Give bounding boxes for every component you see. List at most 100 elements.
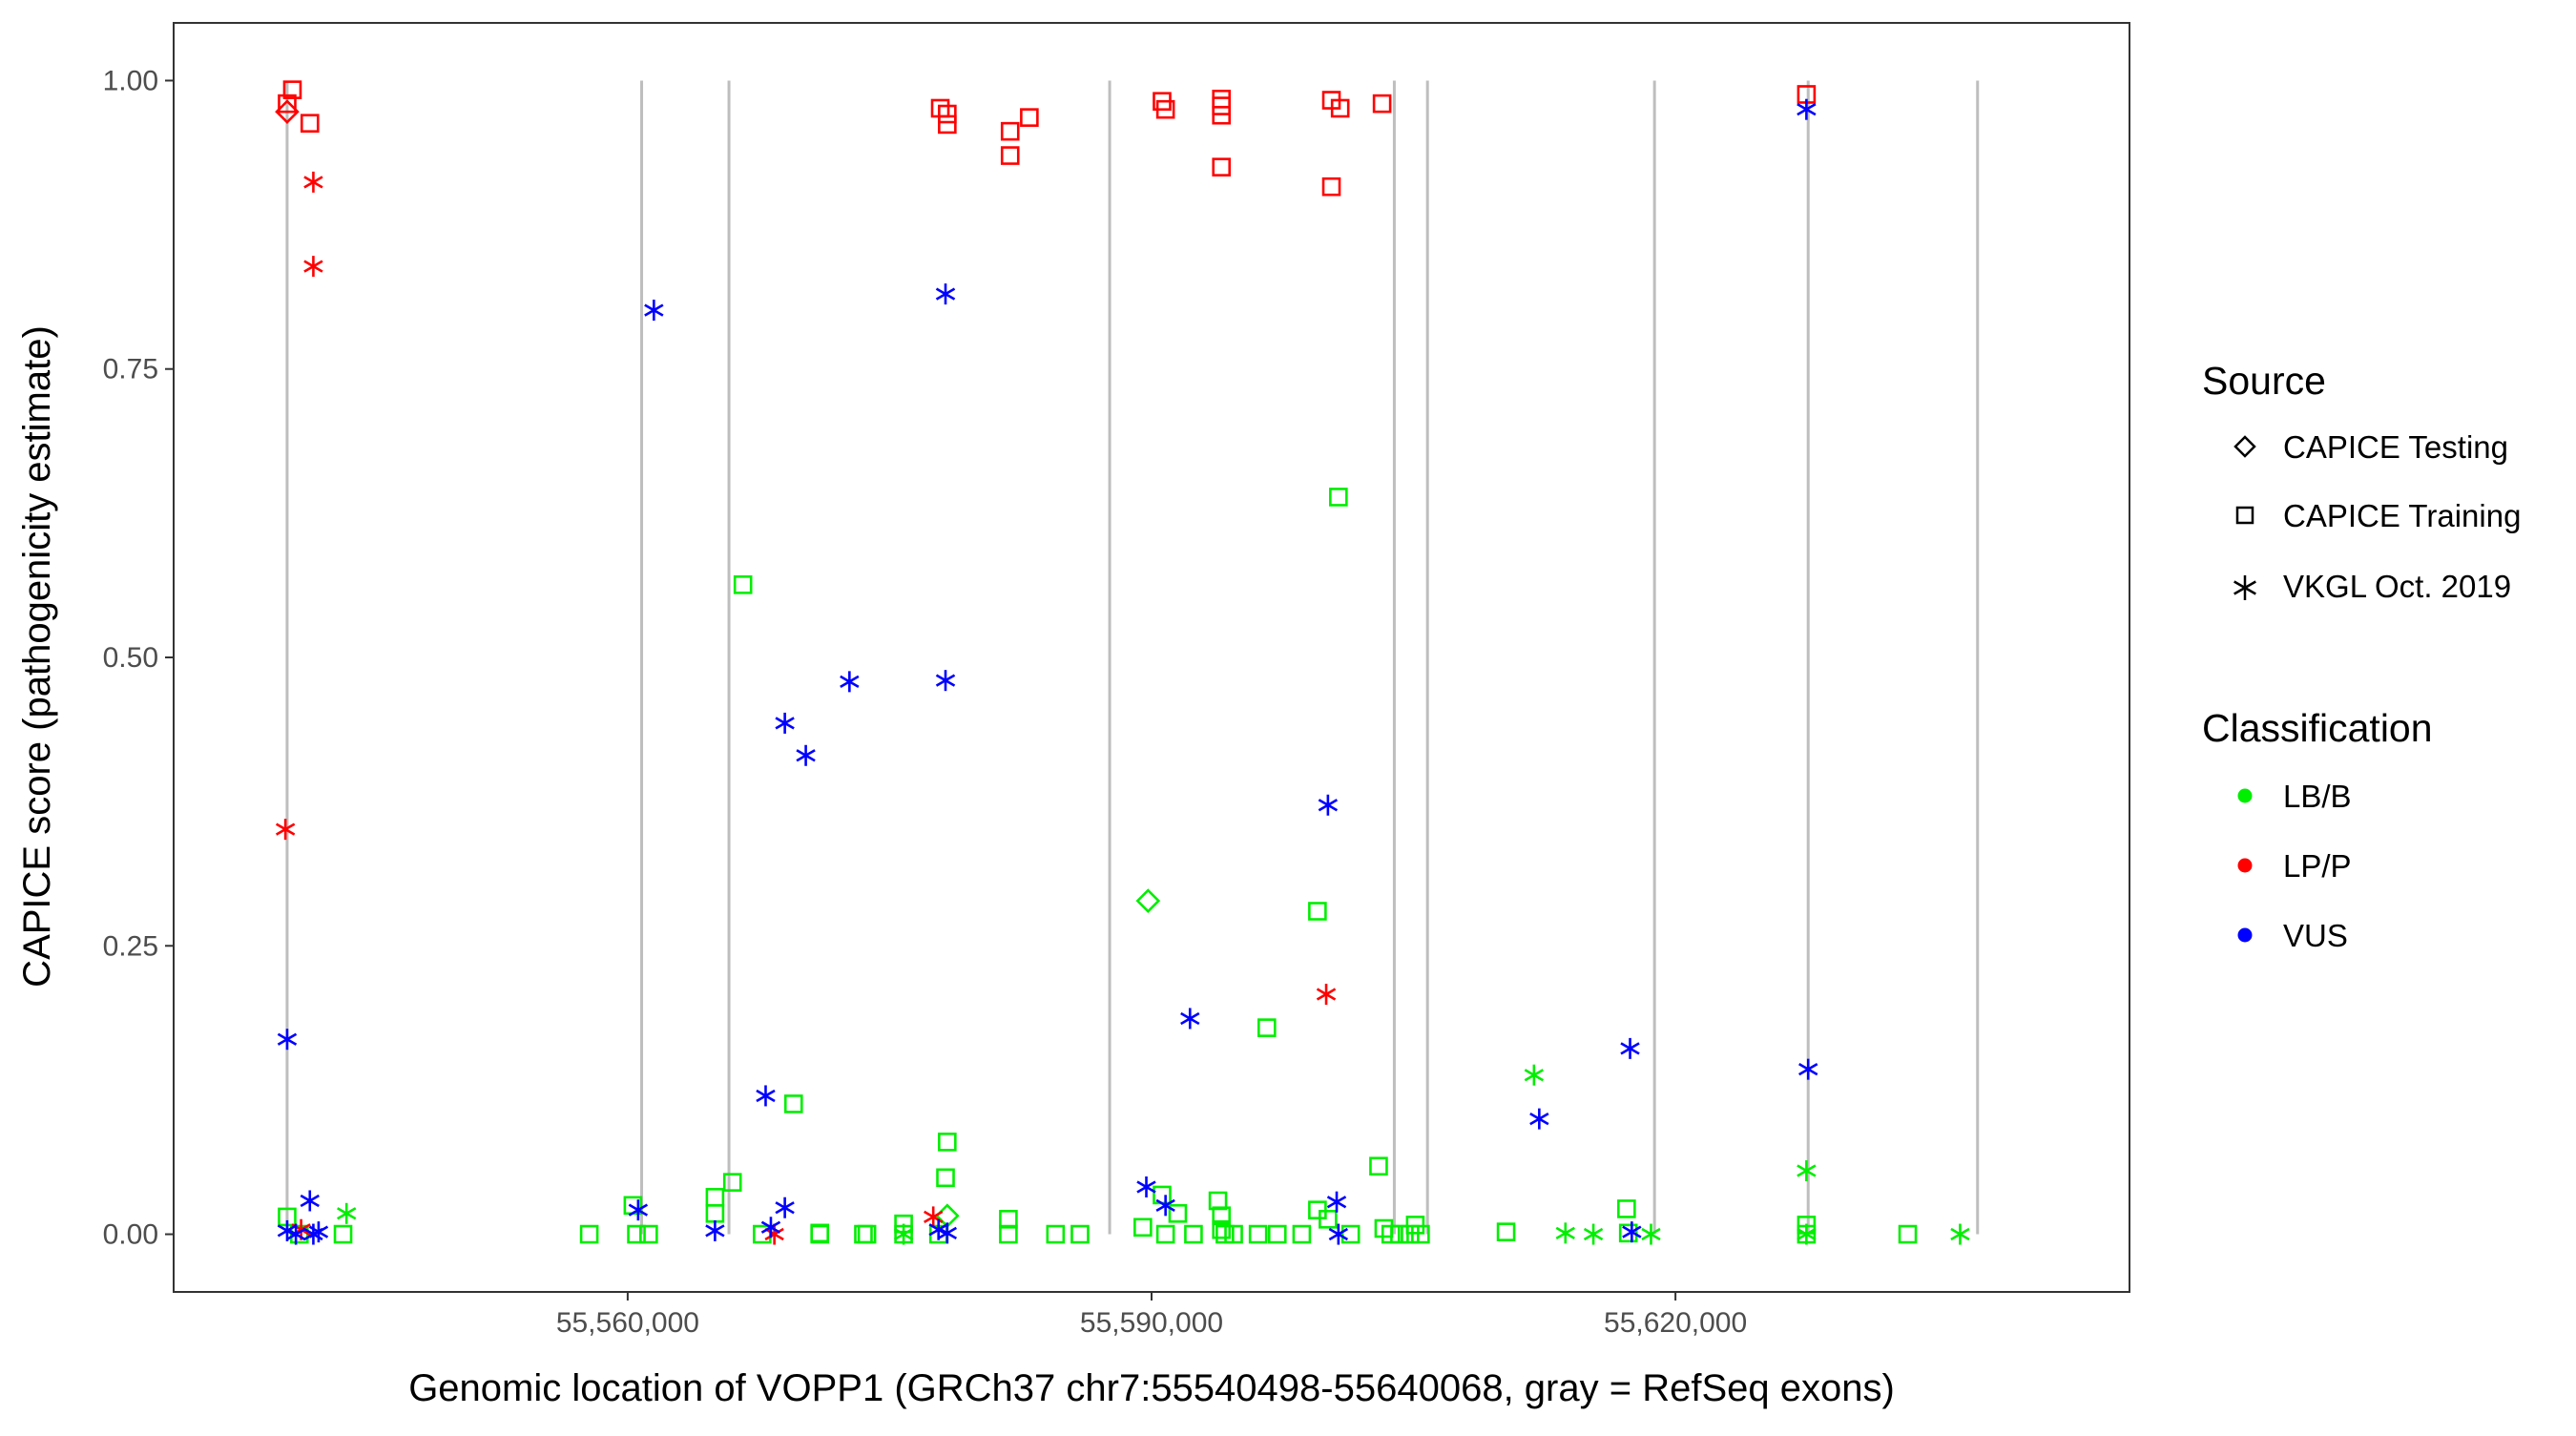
data-point (1248, 1224, 1268, 1244)
data-point (1797, 1160, 1817, 1182)
data-point (1340, 1224, 1361, 1244)
data-point (756, 1085, 776, 1107)
legend-item-lb-b: LB/B (2237, 779, 2352, 814)
data-point (1184, 1224, 1203, 1244)
data-point (308, 1221, 329, 1243)
data-point (1155, 99, 1175, 119)
series-capice-training-lp-p (278, 80, 1817, 197)
data-point (644, 300, 664, 322)
data-point (300, 114, 320, 133)
data-point (1524, 1064, 1545, 1086)
data-point (935, 283, 956, 305)
data-point (639, 1224, 658, 1244)
data-point (775, 1197, 795, 1218)
legend-item-vkgl: VKGL Oct. 2019 (2233, 569, 2511, 604)
data-point (1898, 1224, 1918, 1244)
data-point (300, 1190, 320, 1212)
data-point (1330, 98, 1350, 118)
legend-item-capice-testing: CAPICE Testing (2233, 429, 2508, 465)
data-point (936, 1168, 955, 1188)
y-tick-label: 1.00 (103, 65, 158, 96)
data-point (937, 1222, 958, 1244)
data-point (1224, 1224, 1243, 1244)
axes: 0.00 0.25 0.50 0.75 1.00 55,560,000 55,590,000… (103, 65, 1748, 1339)
y-axis-title: CAPICE score (pathogenicity estimate) (16, 325, 58, 988)
legend-diamond-icon (2233, 435, 2256, 458)
data-point (840, 671, 860, 693)
data-point (1267, 1224, 1287, 1244)
data-point (1369, 1156, 1388, 1176)
data-point (275, 819, 296, 841)
data-point (1155, 1224, 1175, 1244)
data-point (1618, 1223, 1638, 1243)
data-points (275, 80, 1970, 1245)
data-point (857, 1224, 877, 1244)
data-point (1620, 1037, 1640, 1059)
data-point (1583, 1223, 1604, 1245)
data-point (277, 1029, 298, 1051)
x-tick-label: 55,590,000 (1080, 1307, 1223, 1339)
data-point (1135, 888, 1161, 913)
y-tick-label: 0.75 (103, 354, 158, 385)
exon-lines (285, 80, 1980, 1235)
data-point (278, 94, 297, 114)
data-point (1798, 1058, 1818, 1080)
data-point (1411, 1224, 1430, 1244)
legend-label-vus: VUS (2283, 918, 2348, 953)
data-point (333, 1224, 353, 1244)
data-point (1257, 1018, 1277, 1037)
data-point (722, 1173, 742, 1192)
data-point (938, 114, 957, 135)
data-point (285, 1223, 306, 1245)
data-point (1950, 1223, 1970, 1245)
data-point (628, 1199, 649, 1221)
data-point (1641, 1223, 1661, 1245)
legend-source: Source CAPICE Testing CAPICE Training VK… (2202, 359, 2521, 604)
series-capice-testing-lp-p (275, 99, 300, 124)
data-point (277, 1219, 298, 1241)
legend-dot-icon (2237, 927, 2253, 943)
data-point (1070, 1224, 1090, 1244)
x-tick-label: 55,560,000 (556, 1307, 699, 1339)
data-point (928, 1218, 948, 1240)
data-point (1168, 1203, 1188, 1223)
legend-item-vus: VUS (2237, 918, 2348, 953)
series-vkgl-oct-2019-lp-p (275, 171, 1337, 1245)
legend-label-vkgl: VKGL Oct. 2019 (2283, 569, 2511, 604)
data-point (1328, 1223, 1349, 1245)
data-point (1000, 121, 1020, 141)
data-point (1529, 1108, 1549, 1130)
data-point (1329, 488, 1348, 507)
data-point (1496, 1222, 1516, 1241)
data-point (1020, 108, 1039, 127)
series-capice-training-lb-b (278, 488, 1918, 1244)
data-point (1617, 1199, 1636, 1218)
data-point (1212, 157, 1232, 177)
data-point (337, 1202, 357, 1224)
data-point (1318, 794, 1339, 816)
data-point (938, 104, 957, 124)
legend-label-lb-b: LB/B (2283, 779, 2352, 814)
data-point (303, 171, 323, 193)
data-point (1319, 1210, 1338, 1229)
legend-label-capice-training: CAPICE Training (2283, 498, 2521, 533)
legend-dot-icon (2237, 788, 2253, 803)
data-point (579, 1224, 599, 1244)
data-point (893, 1223, 914, 1245)
data-point (275, 99, 300, 124)
data-point (1133, 1217, 1153, 1238)
y-tick-label: 0.50 (103, 642, 158, 674)
legend-source-title: Source (2202, 359, 2326, 403)
x-axis-title: Genomic location of VOPP1 (GRCh37 chr7:5… (408, 1367, 1895, 1409)
data-point (764, 1223, 784, 1245)
data-point (1212, 1206, 1232, 1225)
data-point (796, 744, 816, 766)
data-point (1372, 94, 1392, 114)
y-tick-label: 0.00 (103, 1219, 158, 1251)
data-point (1212, 105, 1232, 125)
data-point (303, 256, 323, 278)
data-point (1155, 1195, 1175, 1217)
